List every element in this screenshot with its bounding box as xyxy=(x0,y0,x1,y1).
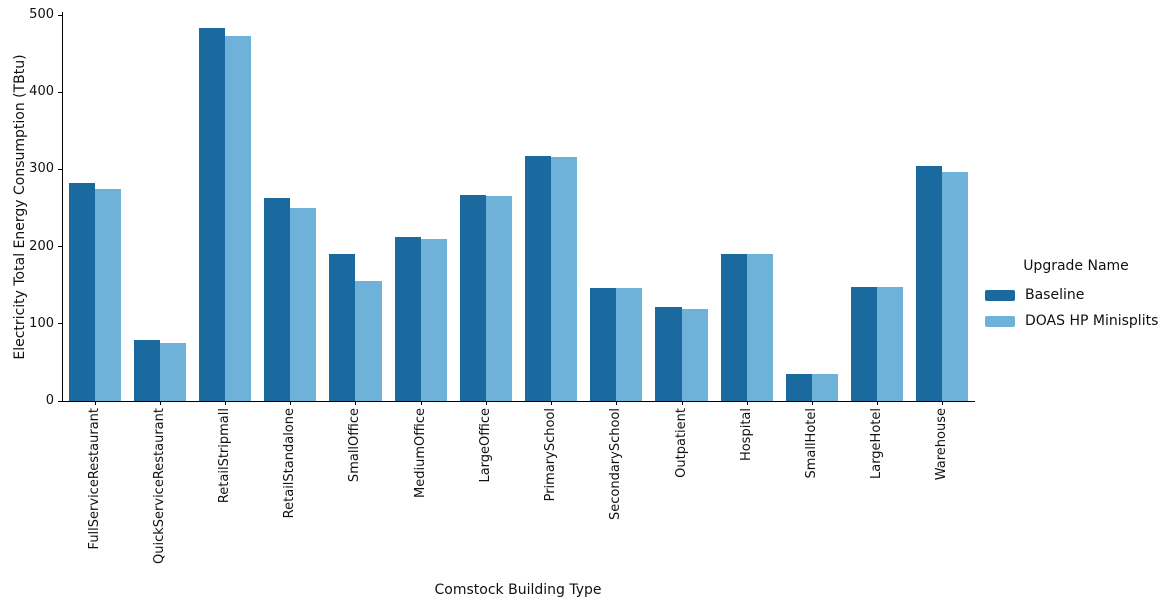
bar-baseline-retailstripmall xyxy=(198,28,226,401)
x-tick-mark xyxy=(355,401,357,405)
x-tick-mark xyxy=(159,401,161,405)
bar-baseline-smalloffice xyxy=(329,254,356,401)
x-tick-mark xyxy=(420,401,422,405)
y-tick-label: 300 xyxy=(29,161,54,177)
bar-baseline-primaryschool xyxy=(525,155,552,401)
x-tick-label: MediumOffice xyxy=(412,408,428,498)
x-tick-mark xyxy=(485,401,487,405)
bar-doas-hp-minisplits-smallhotel xyxy=(811,373,839,401)
x-tick-mark xyxy=(551,401,553,405)
bar-doas-hp-minisplits-hospital xyxy=(746,253,773,401)
x-tick-mark xyxy=(942,401,944,405)
x-tick-mark xyxy=(681,401,683,405)
x-tick-label: LargeHotel xyxy=(869,408,885,480)
x-tick-label: LargeOffice xyxy=(477,408,493,483)
y-tick-mark xyxy=(58,168,62,170)
x-axis-spine xyxy=(62,401,975,402)
bar-baseline-largehotel xyxy=(851,286,878,401)
y-tick-label: 100 xyxy=(29,315,54,331)
bar-baseline-largeoffice xyxy=(459,194,486,401)
x-axis-title: Comstock Building Type xyxy=(434,582,602,598)
x-tick-label: Outpatient xyxy=(673,408,689,478)
bar-doas-hp-minisplits-smalloffice xyxy=(355,281,382,401)
legend-title: Upgrade Name xyxy=(1023,258,1129,274)
bar-doas-hp-minisplits-secondaryschool xyxy=(616,288,643,401)
x-tick-label: PrimarySchool xyxy=(543,408,559,502)
bar-baseline-warehouse xyxy=(916,166,943,401)
legend-entry-doas-hp-minisplits: DOAS HP Minisplits xyxy=(985,308,1167,334)
bar-baseline-fullservicerestaurant xyxy=(68,182,95,401)
x-tick-label: SmallOffice xyxy=(347,408,363,483)
y-tick-mark xyxy=(58,246,62,248)
y-tick-label: 200 xyxy=(29,238,54,254)
y-axis-spine xyxy=(62,12,63,402)
bar-baseline-secondaryschool xyxy=(590,288,617,401)
legend-entries: Baseline DOAS HP Minisplits xyxy=(985,282,1167,334)
y-tick-mark xyxy=(58,14,62,16)
bar-doas-hp-minisplits-primaryschool xyxy=(551,157,578,401)
bar-doas-hp-minisplits-retailstripmall xyxy=(225,35,252,401)
x-tick-mark xyxy=(94,401,96,405)
x-tick-label: Warehouse xyxy=(934,408,950,481)
bar-baseline-retailstandalone xyxy=(264,197,291,401)
y-tick-label: 0 xyxy=(45,393,54,408)
bar-doas-hp-minisplits-retailstandalone xyxy=(290,208,317,401)
y-tick-label: 400 xyxy=(29,84,54,100)
x-tick-label: Hospital xyxy=(738,408,754,462)
x-tick-mark xyxy=(877,401,879,405)
x-tick-mark xyxy=(616,401,618,405)
x-tick-label: SmallHotel xyxy=(803,408,819,479)
bar-baseline-quickservicerestaurant xyxy=(133,340,160,401)
x-tick-label: RetailStripmall xyxy=(217,408,233,504)
bar-doas-hp-minisplits-largeoffice xyxy=(485,196,512,401)
bar-doas-hp-minisplits-fullservicerestaurant xyxy=(94,188,121,401)
bar-baseline-smallhotel xyxy=(785,373,812,401)
bar-baseline-mediumoffice xyxy=(394,237,421,401)
x-tick-mark xyxy=(811,401,813,405)
x-tick-label: SecondarySchool xyxy=(608,408,624,521)
legend-label: Baseline xyxy=(1025,287,1085,303)
x-tick-mark xyxy=(225,401,227,405)
bar-doas-hp-minisplits-largehotel xyxy=(877,286,904,401)
x-tick-mark xyxy=(746,401,748,405)
bar-doas-hp-minisplits-mediumoffice xyxy=(420,238,447,401)
legend-label: DOAS HP Minisplits xyxy=(1025,313,1159,329)
y-tick-mark xyxy=(58,91,62,93)
bar-doas-hp-minisplits-quickservicerestaurant xyxy=(159,343,186,401)
y-tick-label: 500 xyxy=(29,7,54,22)
x-tick-mark xyxy=(290,401,292,405)
y-tick-mark xyxy=(58,400,62,402)
x-tick-label: QuickServiceRestaurant xyxy=(151,408,167,564)
legend-swatch xyxy=(985,315,1015,327)
legend-swatch xyxy=(985,289,1015,301)
bar-doas-hp-minisplits-outpatient xyxy=(681,309,708,401)
y-tick-mark xyxy=(58,323,62,325)
legend-entry-baseline: Baseline xyxy=(985,282,1167,308)
bar-doas-hp-minisplits-warehouse xyxy=(942,172,969,401)
bar-baseline-hospital xyxy=(720,253,747,401)
bar-baseline-outpatient xyxy=(655,306,682,401)
x-tick-label: RetailStandalone xyxy=(282,408,298,519)
legend: Upgrade Name Baseline DOAS HP Minisplits xyxy=(985,258,1167,334)
x-tick-label: FullServiceRestaurant xyxy=(86,408,102,550)
